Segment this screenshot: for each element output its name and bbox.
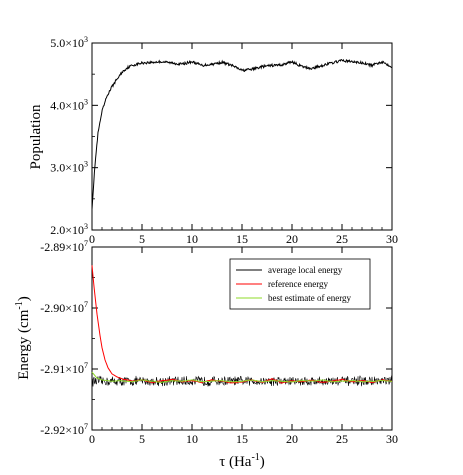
population-y-tick-label: 4.0×103 <box>50 97 88 112</box>
population-panel: 0 5 10 15 20 25 30 2.0×103 3.0×103 4.0×103 5.0×103… <box>28 35 398 246</box>
population-series-population <box>91 58 393 210</box>
energy-x-tick-label: 10 <box>186 432 198 446</box>
legend-label-average: average local energy <box>268 265 343 275</box>
energy-y-tick-label: -2.91×107 <box>40 361 88 376</box>
energy-x-tick-label: 15 <box>236 432 248 446</box>
legend-label-best: best estimate of energy <box>268 293 352 303</box>
energy-y-tick-label: -2.92×107 <box>40 422 88 437</box>
population-y-axis-label: Population <box>28 104 44 170</box>
population-x-tick-label: 15 <box>236 232 248 246</box>
energy-series-best-estimate-of-energy <box>91 371 392 384</box>
population-x-tick-label: 25 <box>336 232 348 246</box>
population-x-tick-label: 20 <box>286 232 298 246</box>
energy-x-tick-label: 25 <box>336 432 348 446</box>
population-axis-ticks: 0 5 10 15 20 25 30 2.0×103 3.0×103 4.0×103 5.0×103 <box>50 35 398 246</box>
energy-y-tick-label: -2.90×107 <box>40 300 88 315</box>
population-x-tick-label: 10 <box>186 232 198 246</box>
energy-x-tick-label: 20 <box>286 432 298 446</box>
energy-series-group <box>91 265 393 387</box>
population-y-tick-label: 2.0×103 <box>50 222 88 237</box>
energy-legend: average local energy reference energy be… <box>229 258 371 310</box>
energy-y-axis-label: Energy (cm-1) <box>14 296 32 379</box>
energy-x-tick-label: 5 <box>139 432 145 446</box>
population-y-tick-label: 3.0×103 <box>50 160 88 175</box>
population-y-tick-label: 5.0×103 <box>50 35 88 50</box>
population-x-tick-label: 5 <box>139 232 145 246</box>
legend-label-reference: reference energy <box>268 279 329 289</box>
population-series-group <box>91 58 393 210</box>
energy-axis-ticks: 0 5 10 15 20 25 30 -2.92×107 -2.91×107 -2.90×107 -… <box>40 239 398 446</box>
population-x-tick-label: 0 <box>89 232 95 246</box>
energy-x-tick-label: 0 <box>89 432 95 446</box>
energy-y-tick-label: -2.89×107 <box>40 239 88 254</box>
energy-x-axis-label: τ (Ha-1) <box>219 452 265 470</box>
energy-panel: 0 5 10 15 20 25 30 -2.92×107 -2.91×107 -2.90×107 -… <box>14 239 398 470</box>
energy-x-tick-label: 30 <box>386 432 398 446</box>
population-x-tick-label: 30 <box>386 232 398 246</box>
energy-series-average-local-energy <box>91 375 393 387</box>
